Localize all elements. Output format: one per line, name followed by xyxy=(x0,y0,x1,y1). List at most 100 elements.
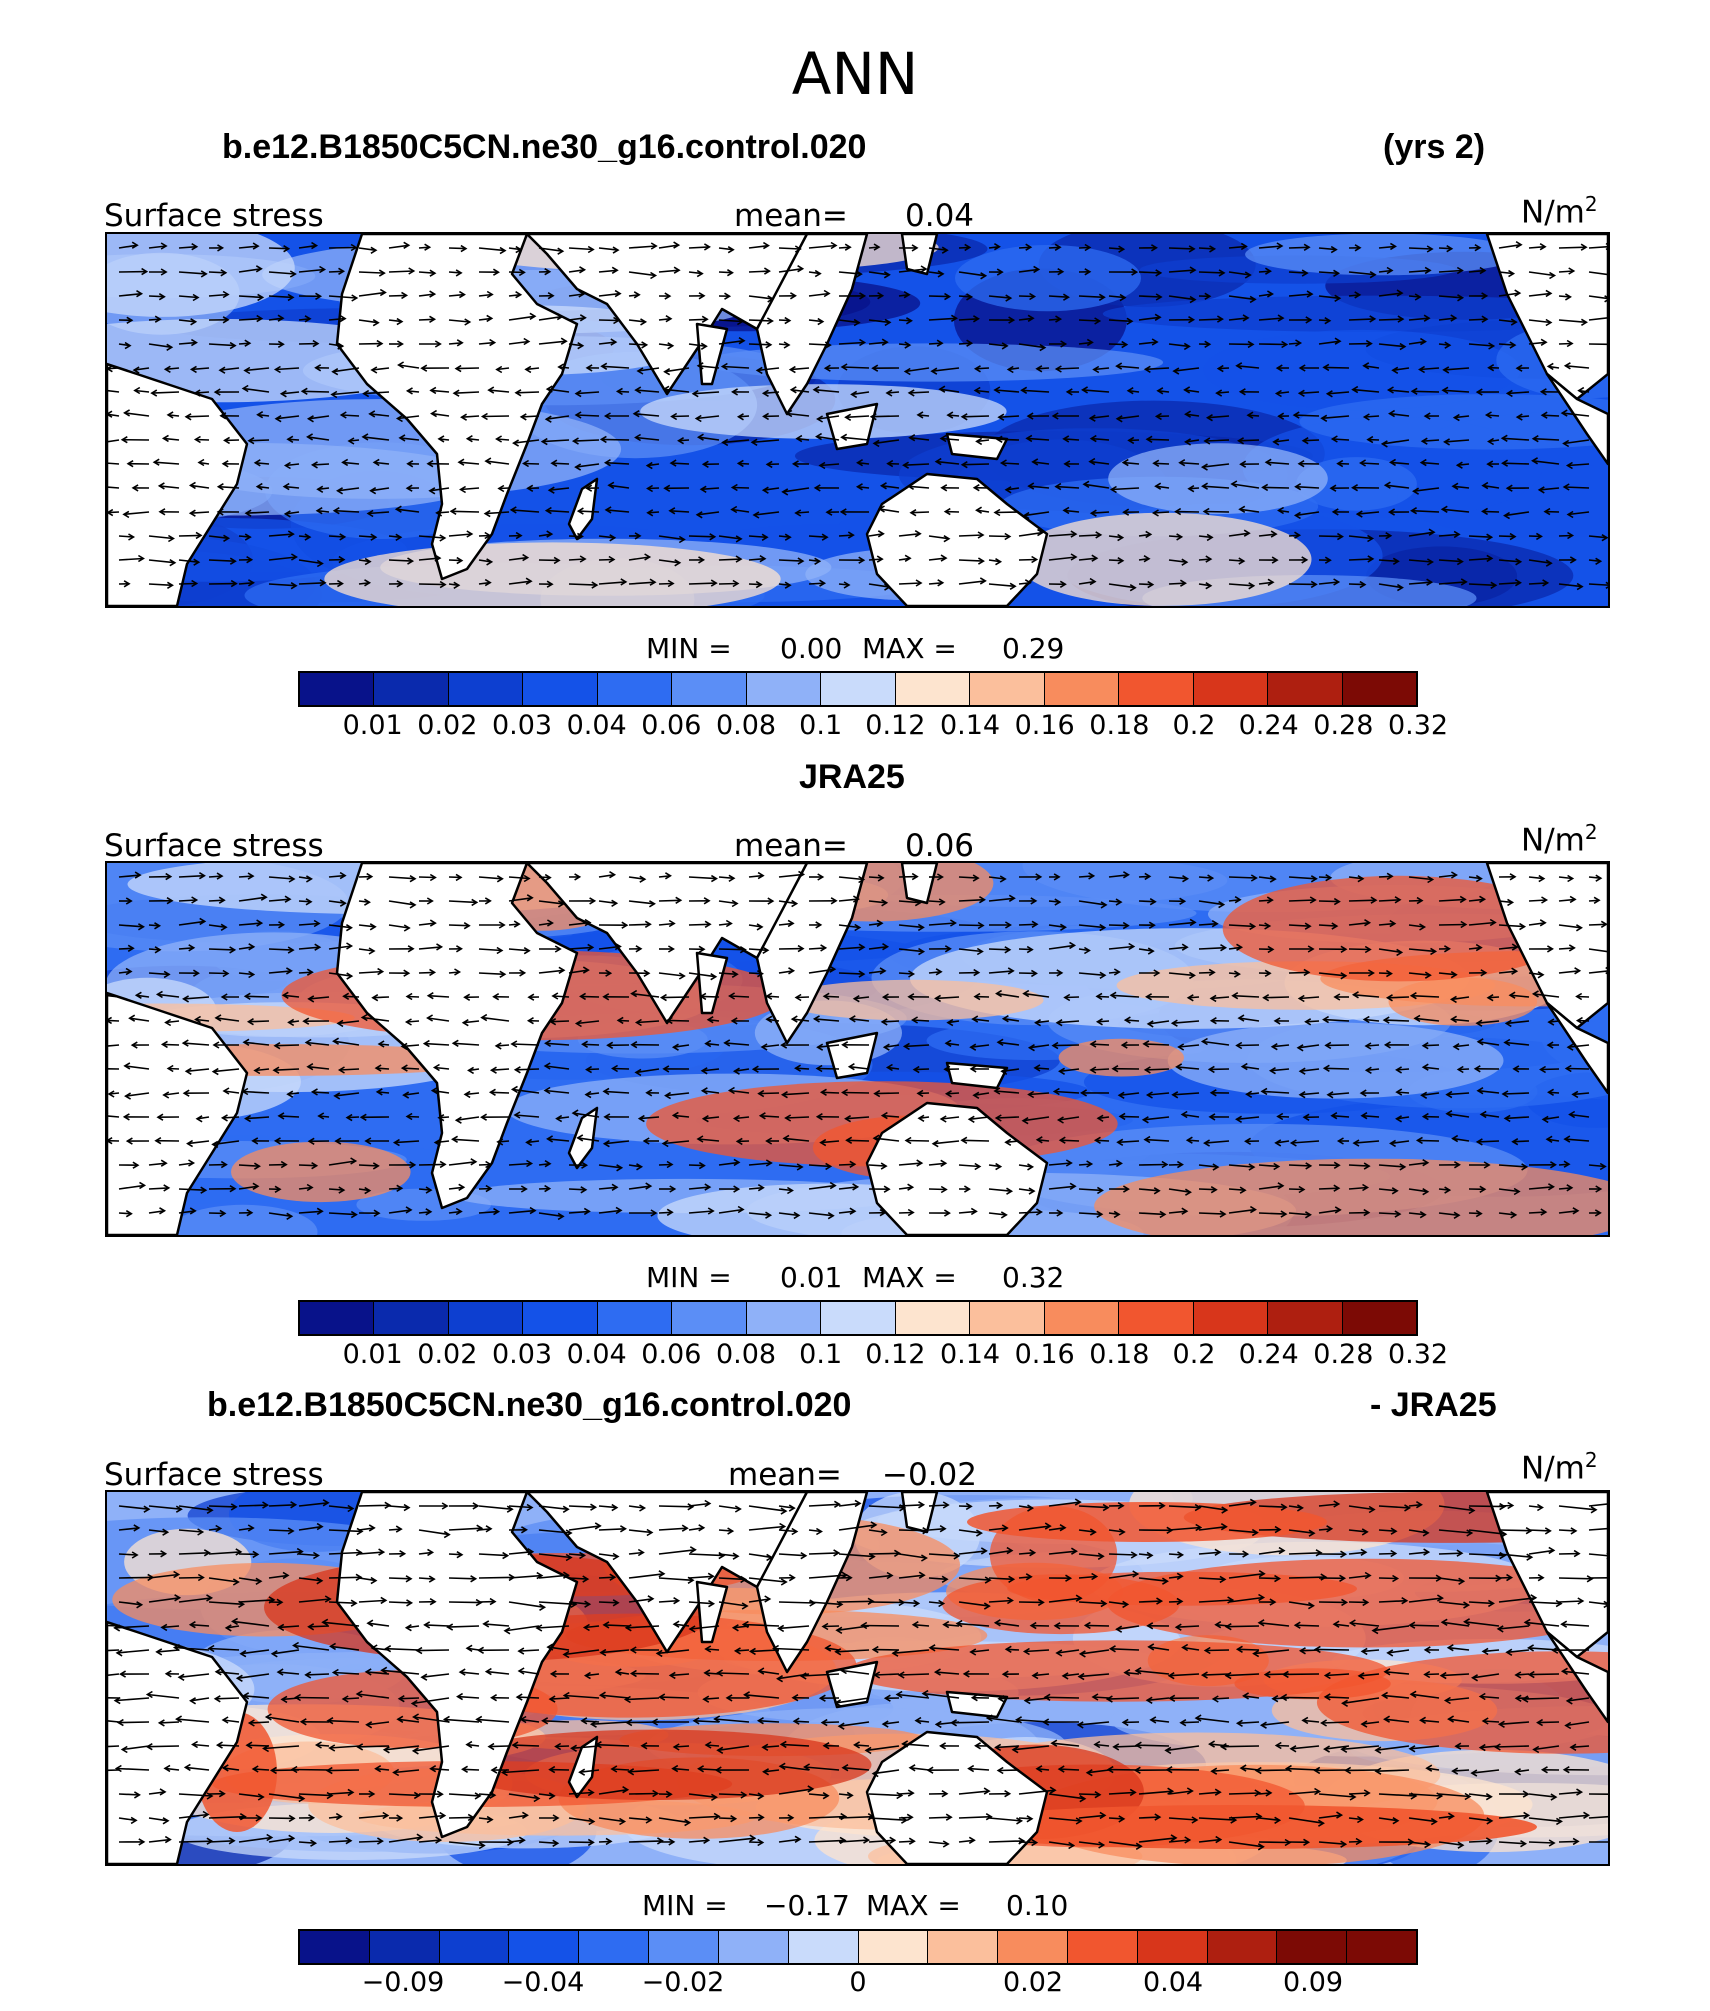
colorbar-swatch xyxy=(1193,673,1269,705)
colorbar-swatch xyxy=(649,1931,719,1963)
panel-3-max-value: 0.10 xyxy=(1006,1889,1069,1922)
panel-2-mean-value: 0.06 xyxy=(905,828,975,864)
colorbar-swatch xyxy=(448,1302,524,1334)
colorbar-tick-label: 0.14 xyxy=(939,1339,1001,1370)
colorbar-swatch xyxy=(821,673,896,705)
panel-3-min-value: −0.17 xyxy=(764,1889,850,1922)
colorbar-tick-label: 0.03 xyxy=(491,710,553,741)
colorbar-swatch xyxy=(439,1931,510,1963)
colorbar-tick-label: 0.32 xyxy=(1387,710,1449,741)
panel-2-units: N/m2 xyxy=(1521,820,1598,859)
colorbar-swatch xyxy=(1044,1302,1120,1334)
colorbar-tick-label: 0.06 xyxy=(641,1339,702,1370)
panel-2-max-value: 0.32 xyxy=(1002,1261,1065,1294)
panel-1-variable-label: Surface stress xyxy=(104,198,324,234)
panel-3-max-label: MAX = xyxy=(866,1889,961,1922)
colorbar-swatch xyxy=(597,1302,673,1334)
panel-2-max-label: MAX = xyxy=(862,1261,957,1294)
colorbar-tick-label: 0.06 xyxy=(641,710,702,741)
colorbar-tick-label: 0.2 xyxy=(1172,710,1216,741)
colorbar-swatch xyxy=(374,673,449,705)
panel-1-min-value: 0.00 xyxy=(780,632,843,665)
panel-2-case-title: JRA25 xyxy=(799,758,905,796)
panel-3-mean-value: −0.02 xyxy=(882,1457,977,1493)
colorbar-tick-label: −0.09 xyxy=(361,1967,445,1998)
panel-2-map xyxy=(105,861,1610,1237)
colorbar-swatch xyxy=(1044,673,1120,705)
colorbar-swatch xyxy=(895,1302,971,1334)
colorbar-swatch xyxy=(928,1931,999,1963)
colorbar-swatch xyxy=(746,1302,822,1334)
panel-1-colorbar-labels: 0.01 0.02 0.03 0.04 0.06 0.08 0.1 0.12 0.14 0.16 0… xyxy=(298,710,1448,742)
colorbar-swatch xyxy=(1193,1302,1269,1334)
colorbar-tick-label: 0.01 xyxy=(342,710,403,741)
panel-1-mean-value: 0.04 xyxy=(905,198,975,234)
panel-3-variable-label: Surface stress xyxy=(104,1457,324,1493)
colorbar-tick-label: 0.32 xyxy=(1387,1339,1449,1370)
colorbar-swatch xyxy=(1277,1931,1348,1963)
colorbar-tick-label: 0.02 xyxy=(417,710,478,741)
panel-1-units: N/m2 xyxy=(1521,192,1598,231)
colorbar-swatch xyxy=(523,673,598,705)
colorbar-swatch xyxy=(509,1931,580,1963)
panel-2-variable-label: Surface stress xyxy=(104,828,324,864)
colorbar-swatch xyxy=(1347,1931,1416,1963)
colorbar-tick-label: 0.04 xyxy=(1142,1967,1204,1998)
panel-1-map xyxy=(105,232,1610,608)
colorbar-swatch xyxy=(895,673,971,705)
colorbar-swatch xyxy=(718,1931,789,1963)
colorbar-swatch xyxy=(1067,1931,1138,1963)
colorbar-swatch xyxy=(746,673,822,705)
colorbar-tick-label: 0.24 xyxy=(1238,1339,1299,1370)
panel-3-colorbar xyxy=(298,1929,1418,1965)
colorbar-swatch xyxy=(1268,673,1343,705)
colorbar-tick-label: 0.08 xyxy=(715,710,777,741)
colorbar-swatch xyxy=(672,673,747,705)
colorbar-tick-label: 0.14 xyxy=(939,710,1001,741)
colorbar-tick-label: 0.02 xyxy=(417,1339,478,1370)
colorbar-swatch xyxy=(300,1302,375,1334)
colorbar-swatch xyxy=(858,1931,929,1963)
colorbar-swatch xyxy=(597,673,673,705)
colorbar-swatch xyxy=(821,1302,896,1334)
panel-2-mean-label: mean= xyxy=(734,828,848,864)
colorbar-tick-label: 0.02 xyxy=(1002,1967,1064,1998)
colorbar-tick-label: 0.08 xyxy=(715,1339,777,1370)
panel-1-mean-label: mean= xyxy=(734,198,848,234)
colorbar-swatch xyxy=(1342,673,1417,705)
colorbar-tick-label: 0.28 xyxy=(1313,1339,1374,1370)
colorbar-tick-label: 0 xyxy=(849,1967,867,1998)
panel-3-units: N/m2 xyxy=(1521,1448,1598,1487)
panel-1-years-label: (yrs 2) xyxy=(1383,128,1486,166)
colorbar-swatch xyxy=(1268,1302,1343,1334)
colorbar-tick-label: 0.04 xyxy=(566,1339,627,1370)
colorbar-tick-label: 0.12 xyxy=(865,1339,926,1370)
colorbar-tick-label: 0.28 xyxy=(1313,710,1374,741)
colorbar-swatch xyxy=(970,673,1045,705)
colorbar-swatch xyxy=(523,1302,598,1334)
colorbar-swatch xyxy=(1207,1931,1278,1963)
colorbar-tick-label: 0.18 xyxy=(1089,710,1150,741)
colorbar-tick-label: 0.12 xyxy=(865,710,926,741)
panel-3-colorbar-labels: −0.09 −0.04 −0.02 0 0.02 0.04 0.09 xyxy=(298,1967,1418,1999)
colorbar-swatch xyxy=(788,1931,859,1963)
colorbar-swatch xyxy=(1119,673,1194,705)
colorbar-swatch xyxy=(672,1302,747,1334)
colorbar-swatch xyxy=(998,1931,1068,1963)
panel-1-min-label: MIN = xyxy=(646,632,732,665)
colorbar-tick-label: −0.02 xyxy=(641,1967,725,1998)
colorbar-swatch xyxy=(1137,1931,1208,1963)
panel-3-case-title: b.e12.B1850C5CN.ne30_g16.control.020 xyxy=(207,1386,852,1424)
colorbar-swatch xyxy=(300,673,375,705)
panel-1-colorbar xyxy=(298,671,1418,707)
colorbar-tick-label: 0.16 xyxy=(1014,710,1075,741)
colorbar-swatch xyxy=(1119,1302,1194,1334)
colorbar-tick-label: 0.24 xyxy=(1238,710,1299,741)
panel-2-min-label: MIN = xyxy=(646,1261,732,1294)
colorbar-swatch xyxy=(579,1931,650,1963)
colorbar-swatch xyxy=(374,1302,449,1334)
colorbar-swatch xyxy=(300,1931,370,1963)
panel-3-map xyxy=(105,1490,1610,1866)
panel-3-difference-label: - JRA25 xyxy=(1370,1386,1497,1424)
colorbar-tick-label: 0.04 xyxy=(566,710,627,741)
